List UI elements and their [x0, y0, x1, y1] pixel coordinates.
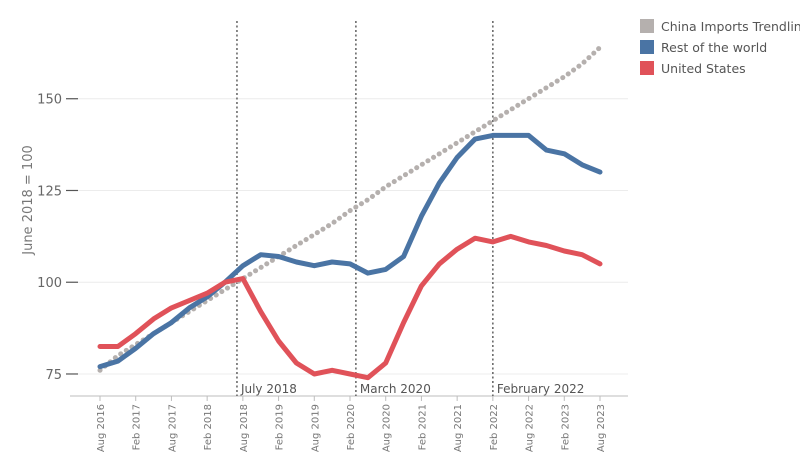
y-tick-label-150: 150	[37, 93, 62, 108]
x-tick-label: Aug 2020	[382, 404, 393, 452]
x-tick-label: Feb 2023	[560, 404, 571, 450]
x-tick-label: Aug 2021	[453, 404, 464, 452]
x-tick-label: Feb 2022	[489, 404, 500, 450]
x-tick-label: Aug 2022	[525, 404, 536, 452]
series-line-united-states	[97, 233, 603, 381]
x-tick-label: Aug 2016	[96, 404, 107, 452]
legend-swatch	[640, 19, 654, 33]
legend: China Imports Trendline Rest of the world…	[640, 19, 800, 76]
legend-label: China Imports Trendline	[661, 19, 800, 34]
series-line-rest-of-the-world	[97, 132, 603, 370]
x-tick-label: Feb 2017	[132, 404, 143, 450]
x-tick-label: Feb 2018	[203, 404, 214, 450]
y-axis-label: June 2018 = 100	[21, 145, 36, 256]
x-tick-label: Feb 2019	[275, 404, 286, 450]
axis-layer: June 2018 = 100	[21, 145, 628, 397]
series-layer	[97, 44, 603, 381]
x-tick-label: Aug 2023	[596, 404, 607, 452]
x-tick-label: Feb 2021	[417, 404, 428, 450]
y-tick-label-100: 100	[37, 276, 62, 291]
annotation-label: July 2018	[240, 382, 297, 396]
legend-swatch	[640, 40, 654, 54]
x-tick-label: Aug 2017	[167, 404, 178, 452]
legend-label: Rest of the world	[661, 40, 767, 55]
annotation-label: March 2020	[360, 382, 431, 396]
annotations: July 2018 March 2020 February 2022	[236, 21, 585, 396]
x-tick-label: Feb 2020	[346, 404, 357, 450]
annotation-label: February 2022	[497, 382, 585, 396]
y-tick-label-125: 125	[37, 184, 62, 199]
x-ticks: Aug 2016 Feb 2017 Aug 2017 Feb 2018 Aug 2018…	[96, 396, 607, 452]
legend-label: United States	[661, 61, 746, 76]
x-tick-label: Aug 2019	[310, 404, 321, 452]
y-tick-label-75: 75	[45, 368, 62, 383]
x-tick-label: Aug 2018	[239, 404, 250, 452]
y-ticks: 75 100 125 150	[37, 93, 78, 383]
legend-swatch	[640, 61, 654, 75]
